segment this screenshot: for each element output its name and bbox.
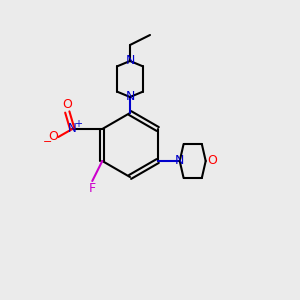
Text: O: O bbox=[207, 154, 217, 167]
Text: N: N bbox=[125, 91, 135, 103]
Text: N: N bbox=[175, 154, 184, 167]
Text: −: − bbox=[43, 137, 52, 147]
Text: O: O bbox=[62, 98, 72, 112]
Text: O: O bbox=[48, 130, 58, 143]
Text: F: F bbox=[89, 182, 96, 196]
Text: N: N bbox=[68, 122, 77, 136]
Text: +: + bbox=[74, 119, 82, 129]
Text: N: N bbox=[125, 55, 135, 68]
